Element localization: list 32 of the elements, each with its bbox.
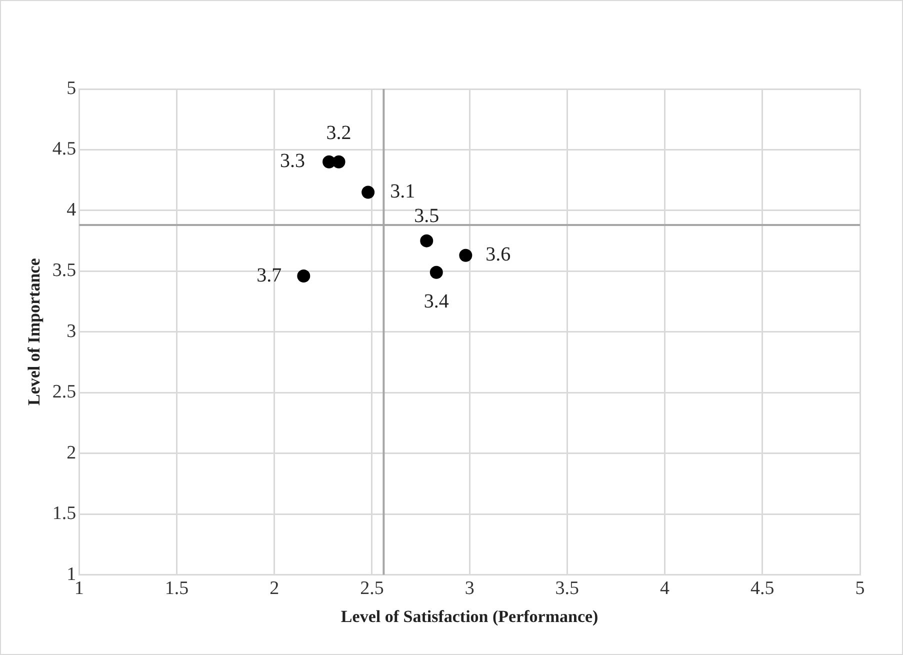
x-tick-label: 4 — [660, 578, 670, 600]
x-tick-label: 2 — [270, 578, 280, 600]
point — [430, 266, 443, 279]
annotation: 3.7 — [256, 264, 282, 286]
annotation: 3.1 — [390, 180, 416, 202]
x-axis-title: Level of Satisfaction (Performance) — [340, 607, 598, 626]
x-tick-label: 5 — [855, 578, 865, 600]
y-tick-label: 3 — [66, 320, 76, 342]
point — [297, 270, 310, 283]
x-tick-label: 3 — [464, 578, 474, 600]
point — [322, 155, 336, 168]
y-tick-label: 4 — [66, 199, 77, 220]
y-tick-label: 4.5 — [52, 138, 76, 160]
x-tick-label: 3.5 — [555, 578, 580, 600]
point — [362, 186, 375, 199]
annotation: 3.4 — [424, 290, 449, 313]
y-tick-label: 3.5 — [52, 260, 76, 282]
annotation: 3.3 — [280, 150, 306, 172]
y-tick-label: 2.5 — [52, 382, 76, 403]
x-tick-label: 4.5 — [750, 578, 774, 600]
y-tick-label: 5 — [66, 78, 76, 99]
annotation: 3.6 — [486, 244, 511, 266]
point — [420, 234, 434, 248]
y-axis-title: Level of Importance — [24, 258, 44, 406]
annotation: 3.2 — [326, 122, 352, 144]
point — [459, 248, 472, 262]
y-tick-label: 1 — [66, 564, 76, 585]
y-tick-label: 2 — [66, 442, 76, 464]
x-tick-label: 2.5 — [360, 578, 384, 600]
annotation: 3.5 — [414, 205, 440, 228]
x-tick-label: 1.5 — [164, 578, 189, 600]
y-tick-label: 1.5 — [52, 503, 76, 524]
